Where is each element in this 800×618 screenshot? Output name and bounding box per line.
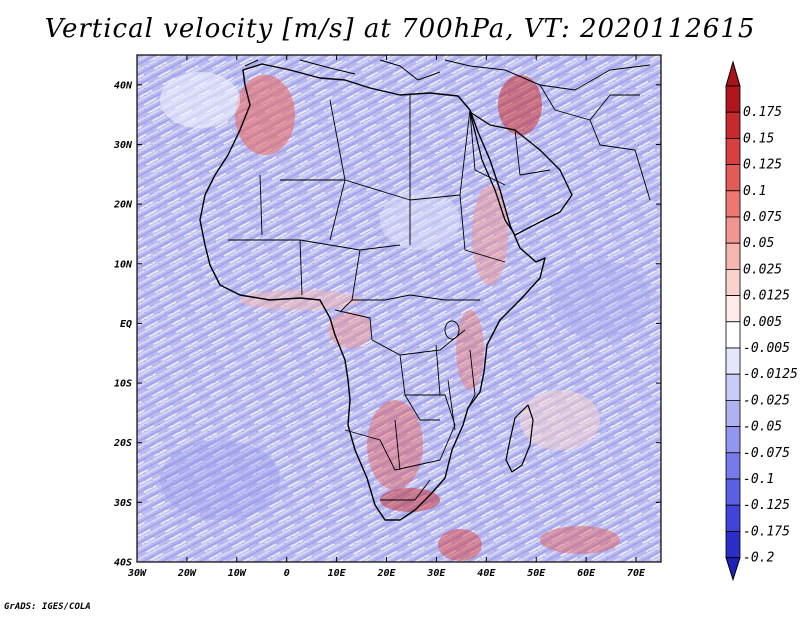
colorbar-bottom-arrow: [725, 557, 741, 582]
credit-label: GrADS: IGES/COLA: [4, 602, 91, 612]
madagascar: [505, 404, 534, 473]
colorbar-swatch: [725, 321, 741, 349]
lon-tick-label: 50E: [527, 568, 546, 579]
europe-coast: [244, 59, 651, 91]
lat-tick-label: 30N: [113, 140, 133, 151]
colorbar-swatch: [725, 373, 741, 401]
colorbar-top-arrow: [725, 60, 741, 87]
colorbar-swatch: [725, 399, 741, 427]
field-patch: [540, 526, 620, 554]
colorbar-swatch: [725, 347, 741, 375]
lat-tick-label: 30S: [113, 498, 132, 509]
colorbar-label: -0.2: [743, 551, 774, 566]
field-patch: [438, 529, 482, 561]
colorbar-swatch: [725, 111, 741, 139]
colorbar-label: 0.175: [743, 105, 782, 120]
lon-tick-label: 30E: [426, 568, 446, 579]
lon-tick-label: 10E: [328, 568, 347, 579]
field-patch: [240, 290, 360, 310]
colorbar-label: -0.005: [743, 341, 790, 356]
field-patch: [498, 75, 542, 135]
colorbar-label: -0.05: [743, 420, 782, 435]
colorbar-swatch: [725, 504, 741, 532]
lon-tick-label: 20E: [376, 568, 396, 579]
colorbar-swatch: [725, 242, 741, 270]
field-patch: [367, 400, 423, 490]
field-patch: [520, 390, 600, 450]
colorbar-swatch: [725, 216, 741, 244]
colorbar-label: -0.1: [743, 472, 774, 487]
lon-tick-label: 10W: [228, 568, 247, 579]
colorbar-swatch: [725, 190, 741, 218]
colorbar-swatch: [725, 531, 741, 559]
lat-tick-label: EQ: [120, 319, 132, 330]
colorbar-label: -0.0125: [743, 367, 798, 382]
colorbar-label: -0.025: [743, 393, 790, 408]
colorbar-swatch: [725, 85, 741, 113]
lat-tick-label: 10N: [114, 259, 133, 270]
colorbar-label: 0.025: [743, 262, 782, 277]
map-title: Vertical velocity [m/s] at 700hPa, VT: 2…: [44, 14, 756, 44]
lon-tick-label: 30W: [127, 568, 147, 579]
lon-tick-label: 60E: [577, 568, 596, 579]
lon-tick-label: 40E: [477, 568, 496, 579]
velocity-field: [137, 55, 661, 562]
lat-tick-label: 40N: [114, 80, 133, 91]
field-patch: [550, 260, 650, 340]
colorbar-label: 0.075: [743, 210, 782, 225]
plot-frame: [136, 54, 662, 563]
colorbar-label: -0.175: [743, 524, 790, 539]
colorbar-swatch: [725, 295, 741, 323]
colorbar-swatch: [725, 452, 741, 480]
colorbar-label: 0.0125: [743, 289, 790, 304]
colorbar: 0.175 0.15 0.125 0.1 0.075 0.05 0.025 0.0125 0.0…: [725, 60, 798, 582]
lon-tick-label: 0: [284, 568, 290, 579]
country-borders: [199, 59, 651, 521]
field-patch: [160, 440, 280, 520]
colorbar-swatch: [725, 137, 741, 165]
field-patch: [235, 75, 295, 155]
lat-tick-label: 20S: [113, 438, 132, 449]
field-patch: [328, 312, 372, 348]
colorbar-swatch: [725, 164, 741, 192]
lat-tick-label: 40S: [114, 558, 132, 569]
lat-tick-label: 10S: [114, 379, 132, 390]
field-patch: [160, 72, 240, 128]
lat-tick-label: 20N: [113, 200, 133, 211]
colorbar-label: 0.1: [743, 184, 766, 199]
colorbar-label: -0.125: [743, 498, 790, 513]
colorbar-label: 0.125: [743, 158, 782, 173]
colorbar-swatch: [725, 268, 741, 296]
lon-tick-label: 20W: [177, 568, 197, 579]
colorbar-label: 0.005: [743, 315, 782, 330]
colorbar-label: -0.075: [743, 446, 790, 461]
colorbar-swatch: [725, 426, 741, 454]
colorbar-swatch: [725, 478, 741, 506]
colorbar-label: 0.15: [743, 131, 774, 146]
field-patch: [380, 190, 460, 250]
colorbar-label: 0.05: [743, 236, 774, 251]
lon-tick-label: 70E: [627, 568, 646, 579]
